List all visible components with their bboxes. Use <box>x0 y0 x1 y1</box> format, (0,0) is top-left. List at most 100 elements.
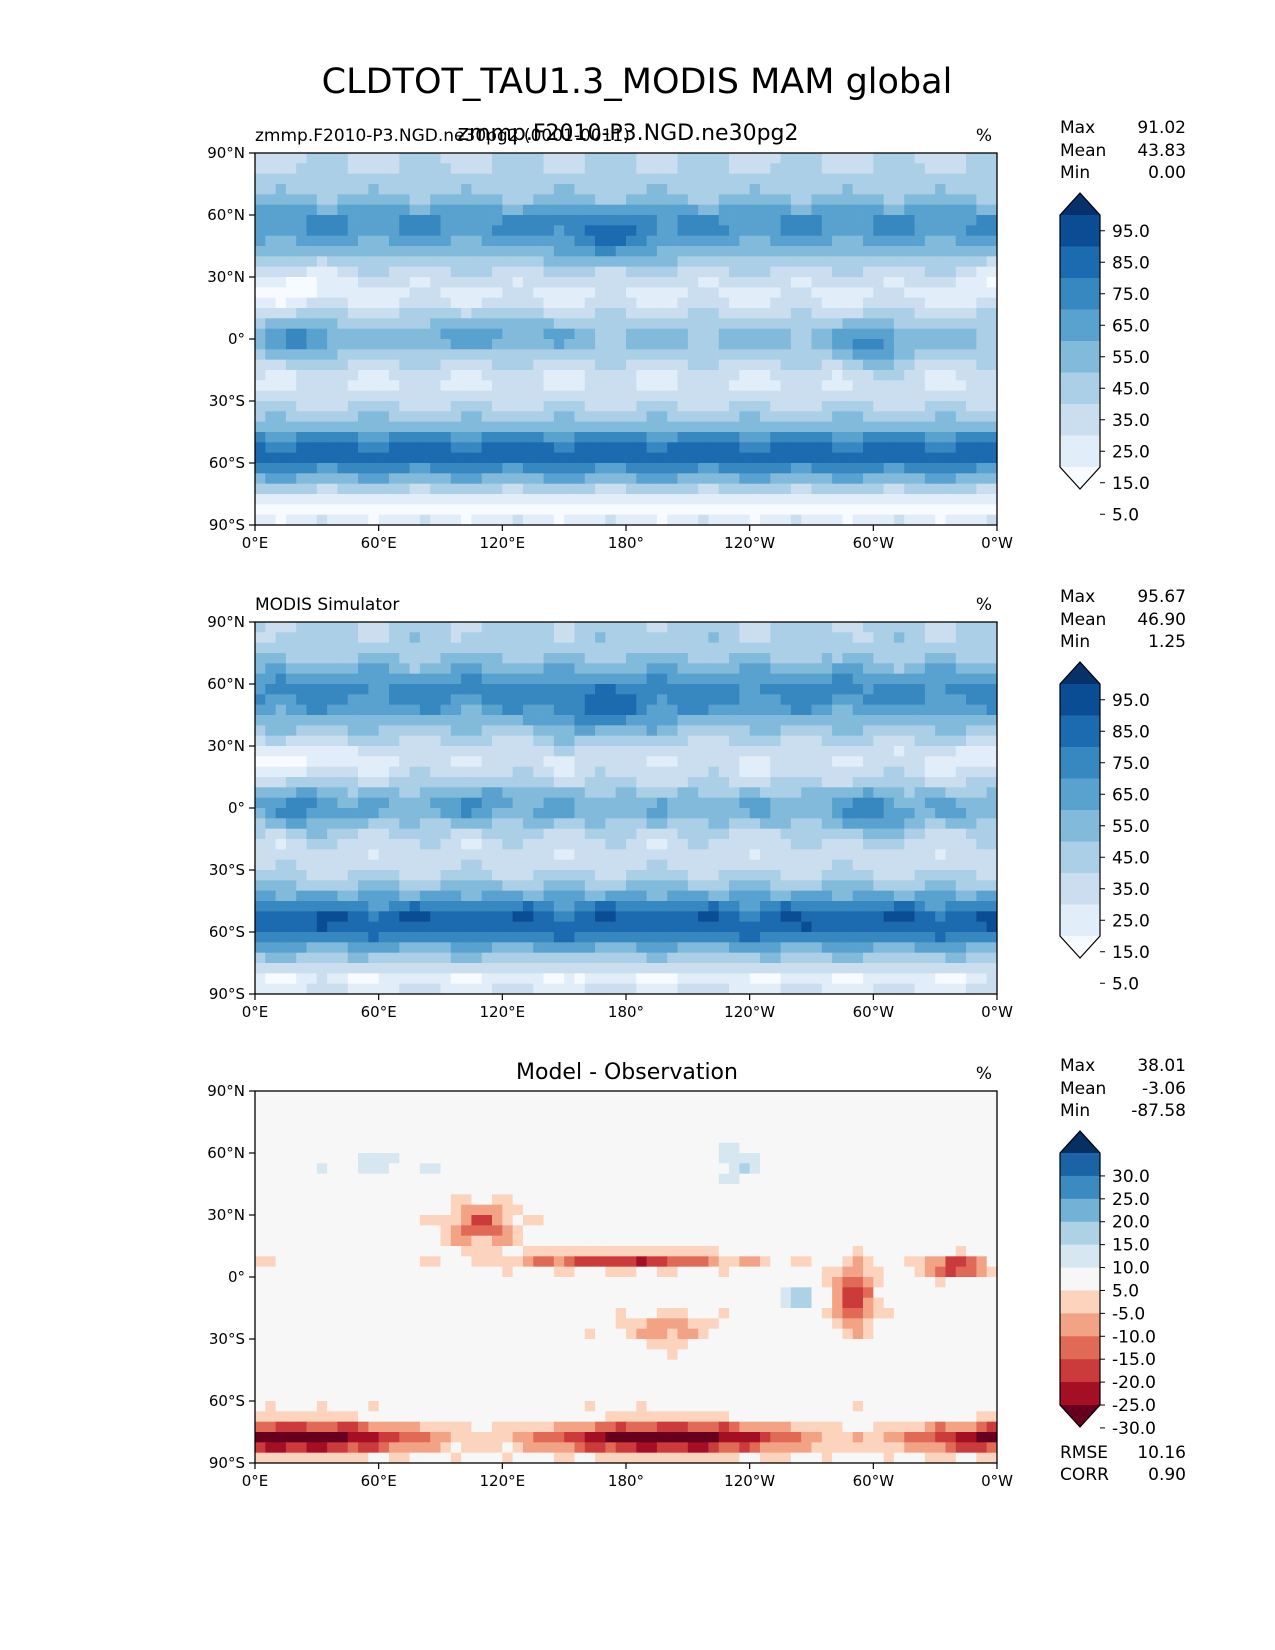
grid-cell <box>667 173 678 185</box>
grid-cell <box>378 890 390 902</box>
grid-cell <box>904 890 915 902</box>
grid-cell <box>306 184 318 195</box>
grid-cell <box>409 215 421 226</box>
grid-cell <box>440 173 452 185</box>
grid-cell <box>388 694 400 706</box>
grid-cell <box>275 514 287 526</box>
grid-cell <box>924 277 936 288</box>
grid-cell <box>945 746 957 757</box>
grid-cell <box>873 463 885 474</box>
grid-cell <box>770 401 781 412</box>
grid-cell <box>605 663 617 675</box>
grid-cell <box>687 318 699 330</box>
grid-cell <box>285 839 297 850</box>
grid-cell <box>677 828 689 840</box>
grid-cell <box>708 266 720 278</box>
grid-cell <box>914 859 926 871</box>
grid-cell <box>347 173 359 185</box>
grid-cell <box>316 277 328 288</box>
grid-cell <box>296 246 307 257</box>
grid-cell <box>378 901 390 912</box>
grid-cell <box>378 870 390 881</box>
colorbar-band <box>1060 435 1100 468</box>
grid-cell <box>255 859 266 871</box>
grid-cell <box>358 901 369 912</box>
grid-cell <box>564 839 575 850</box>
grid-cell <box>358 339 369 350</box>
grid-cell <box>821 663 833 675</box>
grid-cell <box>656 746 668 757</box>
grid-cell <box>811 318 823 330</box>
grid-cell <box>584 421 596 433</box>
grid-cell <box>584 401 596 412</box>
grid-cell <box>790 287 802 299</box>
grid-cell <box>935 246 946 257</box>
grid-cell <box>832 880 843 892</box>
grid-cell <box>790 297 802 309</box>
grid-cell <box>347 828 359 840</box>
grid-cell <box>626 204 637 216</box>
grid-cell <box>708 421 720 433</box>
grid-cell <box>399 256 410 268</box>
grid-cell <box>450 694 462 706</box>
grid-cell <box>636 632 648 644</box>
grid-cell <box>553 380 565 392</box>
grid-cell <box>759 297 771 309</box>
grid-cell <box>883 287 895 299</box>
grid-cell <box>430 163 441 175</box>
grid-cell <box>419 787 431 799</box>
grid-cell <box>656 246 668 257</box>
grid-cell <box>863 318 874 330</box>
grid-cell <box>811 746 823 757</box>
grid-cell <box>729 777 740 788</box>
grid-cell <box>955 653 967 664</box>
grid-cell <box>553 473 565 485</box>
grid-cell <box>976 287 988 299</box>
grid-cell <box>461 808 472 819</box>
grid-cell <box>873 246 885 257</box>
grid-cell <box>935 225 946 237</box>
grid-cell <box>255 735 266 747</box>
grid-cell <box>780 328 792 340</box>
grid-cell <box>924 828 936 840</box>
grid-cell <box>471 204 483 216</box>
grid-cell <box>605 694 617 706</box>
grid-cell <box>522 942 534 954</box>
grid-cell <box>615 494 627 505</box>
grid-cell <box>749 370 761 381</box>
grid-cell <box>708 642 720 654</box>
grid-cell <box>801 514 812 526</box>
grid-cell <box>842 349 854 361</box>
grid-cell <box>801 839 812 850</box>
grid-cell <box>832 622 843 633</box>
grid-cell <box>605 622 617 633</box>
grid-cell <box>935 339 946 350</box>
grid-cell <box>533 735 544 747</box>
grid-cell <box>966 932 977 943</box>
grid-cell <box>368 473 380 485</box>
grid-cell <box>986 235 998 247</box>
grid-cell <box>512 797 524 809</box>
grid-cell <box>955 818 967 830</box>
grid-cell <box>626 235 637 247</box>
grid-cell <box>409 163 421 175</box>
grid-cell <box>780 235 792 247</box>
grid-cell <box>399 328 410 340</box>
grid-cell <box>522 370 534 381</box>
grid-cell <box>924 942 936 954</box>
grid-cell <box>430 849 441 861</box>
grid-cell <box>553 494 565 505</box>
grid-cell <box>285 932 297 943</box>
grid-cell <box>780 839 792 850</box>
grid-cell <box>677 266 689 278</box>
grid-cell <box>656 411 668 423</box>
grid-cell <box>986 452 998 464</box>
grid-cell <box>265 463 277 474</box>
grid-cell <box>863 494 874 505</box>
grid-cell <box>512 194 524 206</box>
grid-cell <box>893 663 905 675</box>
grid-cell <box>883 766 895 778</box>
grid-cell <box>677 380 689 392</box>
grid-cell <box>368 390 380 402</box>
grid-cell <box>564 328 575 340</box>
